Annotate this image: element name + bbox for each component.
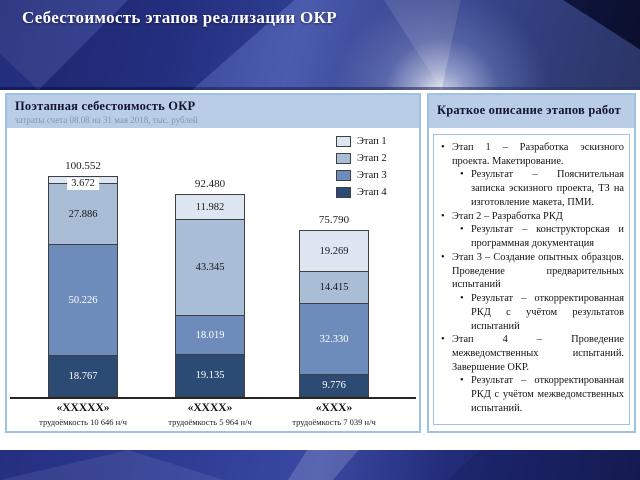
segment-value-label: 9.776	[322, 380, 346, 391]
description-item: Результат – Пояснительная записка эскизн…	[438, 168, 624, 209]
legend-label: Этап 3	[357, 170, 387, 181]
description-item: Этап 1 – Разработка эскизного проекта. М…	[438, 141, 624, 168]
legend-label: Этап 1	[357, 136, 387, 147]
segment-value-label: 3.672	[67, 178, 99, 190]
description-item: Результат – откорректированная РКД с учё…	[438, 374, 624, 415]
description-item: Результат – конструкторская и программна…	[438, 223, 624, 250]
category-sublabel: трудоёмкость 7 039 н/ч	[292, 417, 376, 427]
bar-segment: 9.776	[299, 375, 369, 397]
category-label: «XXXXX»	[56, 402, 110, 414]
x-axis-line	[10, 397, 416, 399]
category-sublabel: трудоёмкость 5 964 н/ч	[168, 417, 252, 427]
banner-facet	[448, 450, 640, 480]
bar-total-label: 75.790	[318, 214, 350, 226]
legend-row: Этап 3	[336, 167, 387, 184]
legend-swatch	[336, 187, 351, 198]
description-item: Результат – откорректированная РКД с учё…	[438, 292, 624, 333]
bar-segment: 27.886	[48, 184, 118, 245]
segment-value-label: 32.330	[319, 333, 349, 345]
legend-swatch	[336, 170, 351, 181]
category-label: «XXXX»	[187, 402, 233, 414]
bar-segment: 19.135	[175, 355, 245, 397]
bar-segment: 18.019	[175, 316, 245, 355]
bar-3: 19.269 14.415 32.330 9.776	[299, 230, 369, 397]
chart-panel: Поэтапная себестоимость ОКР затраты счет…	[5, 93, 421, 433]
legend-row: Этап 4	[336, 184, 387, 201]
segment-value-label: 14.415	[319, 282, 349, 293]
category-label: «XXX»	[315, 402, 353, 414]
bar-segment: 19.269	[299, 230, 369, 272]
bar-segment: 14.415	[299, 272, 369, 304]
bar-segment: 32.330	[299, 304, 369, 375]
segment-value-label: 19.135	[195, 370, 225, 381]
bar-segment: 3.672	[48, 176, 118, 190]
legend-swatch	[336, 136, 351, 147]
segment-value-label: 43.345	[195, 262, 225, 273]
bar-total-label: 92.480	[194, 178, 226, 190]
footer-banner	[0, 450, 640, 480]
chart-title: Поэтапная себестоимость ОКР	[15, 99, 196, 113]
description-list: Этап 1 – Разработка эскизного проекта. М…	[433, 134, 630, 425]
description-item: Этап 2 – Разработка РКД	[438, 210, 624, 224]
bar-segment: 11.982	[175, 194, 245, 220]
segment-value-label: 27.886	[68, 208, 98, 220]
bar-1: 3.672 27.886 50.226 18.767	[48, 176, 118, 397]
description-panel: Краткое описание этапов работ Этап 1 – Р…	[427, 93, 636, 433]
legend-label: Этап 2	[357, 153, 387, 164]
description-title: Краткое описание этапов работ	[437, 103, 621, 117]
slide-title: Себестоимость этапов реализации ОКР	[22, 8, 337, 27]
chart-panel-header: Поэтапная себестоимость ОКР затраты счет…	[7, 95, 419, 128]
legend-row: Этап 1	[336, 133, 387, 150]
segment-value-label: 18.767	[68, 370, 98, 382]
plot-area: Этап 1 Этап 2 Этап 3 Этап 4 100.552 3.672 27.…	[7, 128, 419, 431]
chart-subtitle: затраты счета 08.08 на 31 мая 2018, тыс.…	[15, 115, 198, 125]
legend-row: Этап 2	[336, 150, 387, 167]
segment-value-label: 50.226	[68, 294, 98, 306]
chart-legend: Этап 1 Этап 2 Этап 3 Этап 4	[336, 133, 387, 201]
description-item: Этап 4 – Проведение межведомственных исп…	[438, 333, 624, 374]
segment-value-label: 19.269	[319, 245, 349, 257]
bar-segment: 18.767	[48, 356, 118, 397]
bar-2: 11.982 43.345 18.019 19.135	[175, 194, 245, 397]
title-banner: Себестоимость этапов реализации ОКР	[0, 0, 640, 90]
bar-segment: 50.226	[48, 245, 118, 356]
segment-value-label: 18.019	[195, 329, 225, 341]
legend-label: Этап 4	[357, 187, 387, 198]
bar-total-label: 100.552	[65, 160, 101, 172]
description-panel-header: Краткое описание этапов работ	[429, 95, 634, 128]
segment-value-label: 11.982	[195, 201, 225, 213]
description-item: Этап 3 – Создание опытных образцов. Пров…	[438, 251, 624, 292]
legend-swatch	[336, 153, 351, 164]
bar-segment: 43.345	[175, 220, 245, 316]
category-sublabel: трудоёмкость 10 646 н/ч	[39, 417, 127, 427]
